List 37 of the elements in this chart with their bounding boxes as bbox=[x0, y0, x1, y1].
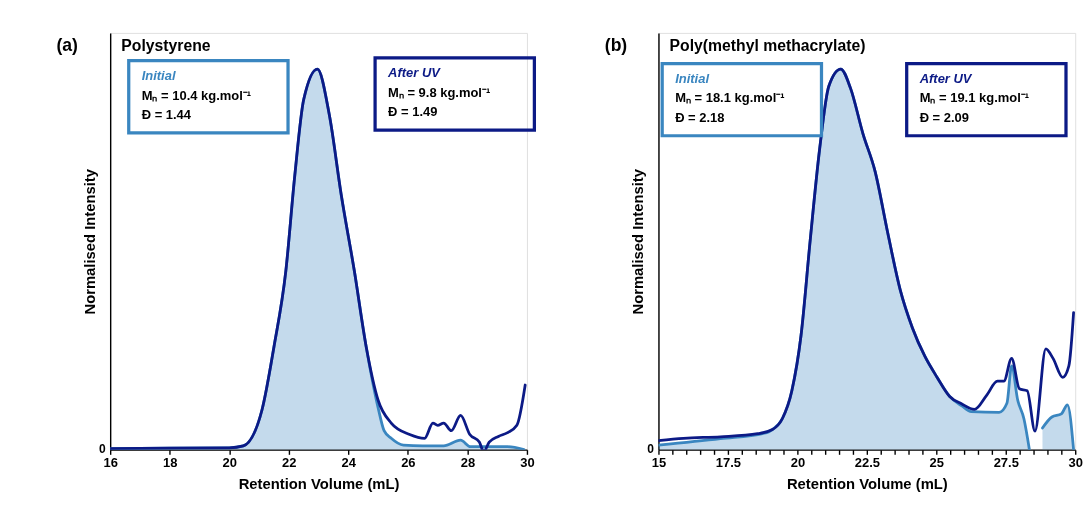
x-tick-label: 20 bbox=[222, 454, 237, 470]
text: Initial bbox=[675, 70, 710, 86]
annotation: Mₙ = 19.1 kg.mol⁻¹ bbox=[919, 90, 1030, 106]
y-axis-title: Normalised Intensity bbox=[630, 168, 647, 315]
annotation: Đ = 2.18 bbox=[675, 109, 725, 125]
annotation: Mₙ = 9.8 kg.mol⁻¹ bbox=[388, 84, 491, 100]
x-tick-label: 25 bbox=[929, 454, 945, 470]
text: (a) bbox=[56, 35, 78, 56]
text: 0 bbox=[647, 442, 655, 457]
x-tick-label: 27.5 bbox=[993, 454, 1019, 470]
annotation: Đ = 1.49 bbox=[388, 104, 438, 120]
chart-title: Polystyrene bbox=[121, 36, 211, 54]
x-tick-label: 20 bbox=[790, 454, 806, 470]
x-axis-title: Retention Volume (mL) bbox=[786, 476, 948, 493]
x-tick-label: 22.5 bbox=[854, 454, 880, 470]
text: After UV bbox=[918, 70, 973, 86]
x-tick-label: 22 bbox=[282, 454, 297, 470]
annotation: Mₙ = 18.1 kg.mol⁻¹ bbox=[675, 90, 785, 106]
x-tick-label: 30 bbox=[1068, 454, 1083, 470]
text: 0 bbox=[98, 442, 106, 457]
annotation: Mₙ = 10.4 kg.mol⁻¹ bbox=[141, 87, 252, 103]
text: After UV bbox=[387, 65, 442, 81]
x-tick-label: 17.5 bbox=[715, 454, 742, 470]
text: (b) bbox=[604, 35, 628, 56]
x-tick-label: 24 bbox=[341, 454, 357, 470]
chart-title: Poly(methyl methacrylate) bbox=[669, 36, 866, 54]
x-axis-title: Retention Volume (mL) bbox=[238, 476, 400, 493]
x-tick-label: 30 bbox=[520, 454, 535, 470]
x-tick-label: 26 bbox=[401, 454, 416, 470]
x-tick-label: 28 bbox=[460, 454, 476, 470]
annotation: Đ = 2.09 bbox=[919, 109, 969, 125]
annotation: Đ = 1.44 bbox=[141, 107, 192, 123]
x-tick-label: 15 bbox=[651, 454, 667, 470]
x-tick-label: 16 bbox=[103, 454, 118, 470]
y-axis-title: Normalised Intensity bbox=[81, 168, 98, 315]
x-tick-label: 18 bbox=[163, 454, 178, 470]
text: Initial bbox=[141, 68, 176, 84]
